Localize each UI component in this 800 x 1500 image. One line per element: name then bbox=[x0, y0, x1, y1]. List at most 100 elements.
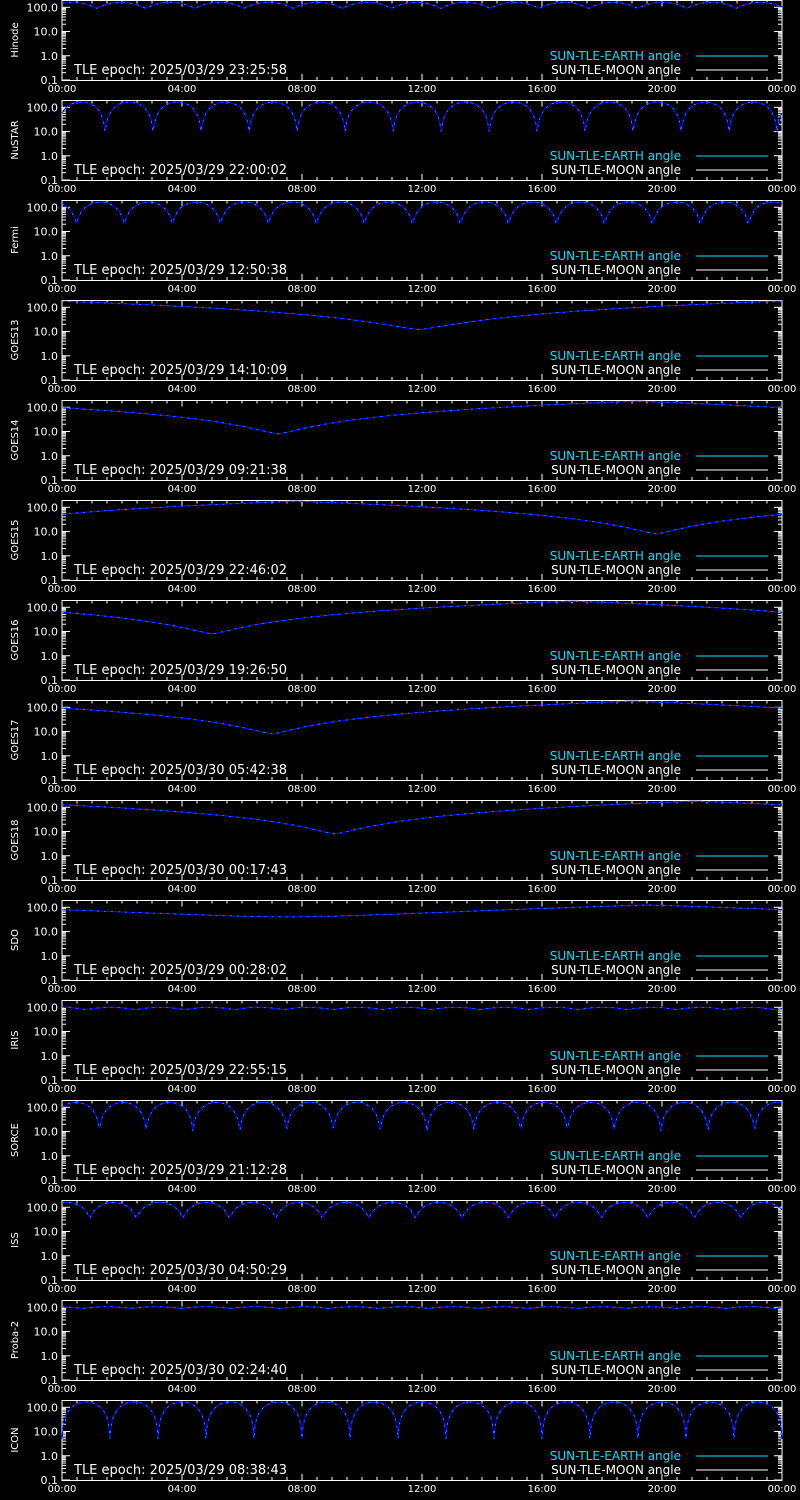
tle-epoch-label: TLE epoch: 2025/03/29 12:50:38 bbox=[73, 263, 287, 278]
x-tick-label: 00:00 bbox=[768, 884, 797, 895]
y-tick-label: 0.1 bbox=[41, 1374, 59, 1387]
x-tick-label: 08:00 bbox=[288, 984, 317, 995]
y-tick-label: 1.0 bbox=[41, 1150, 59, 1163]
satellite-label: GOES13 bbox=[10, 319, 21, 360]
y-tick-label: 0.1 bbox=[41, 274, 59, 287]
y-tick-label: 100.0 bbox=[27, 501, 59, 514]
x-tick-label: 00:00 bbox=[768, 784, 797, 795]
y-tick-label: 0.1 bbox=[41, 474, 59, 487]
legend-earth-label: SUN-TLE-EARTH angle bbox=[550, 1149, 681, 1163]
x-tick-label: 16:00 bbox=[528, 284, 557, 295]
x-tick-label: 08:00 bbox=[288, 1484, 317, 1495]
y-tick-label: 100.0 bbox=[27, 1001, 59, 1014]
legend-moon-label: SUN-TLE-MOON angle bbox=[551, 863, 681, 877]
x-tick-label: 00:00 bbox=[768, 684, 797, 695]
y-tick-label: 100.0 bbox=[27, 1201, 59, 1214]
y-tick-label: 1.0 bbox=[41, 1450, 59, 1463]
satellite-label: ICON bbox=[10, 1427, 21, 1452]
x-tick-label: 00:00 bbox=[48, 784, 77, 795]
x-tick-label: 04:00 bbox=[168, 284, 197, 295]
earth-angle-series-highlight bbox=[61, 201, 783, 224]
chart-panel-goes15: 0.1 1.0 10.0 100.0 00:00 04:00 08:00 12:00 16:00… bbox=[10, 500, 796, 595]
x-tick-label: 00:00 bbox=[48, 84, 77, 95]
y-tick-label: 100.0 bbox=[27, 1301, 59, 1314]
legend-earth-label: SUN-TLE-EARTH angle bbox=[550, 49, 681, 63]
legend-moon-label: SUN-TLE-MOON angle bbox=[551, 563, 681, 577]
legend-earth-label: SUN-TLE-EARTH angle bbox=[550, 549, 681, 563]
x-tick-label: 16:00 bbox=[528, 684, 557, 695]
earth-angle-series bbox=[61, 904, 782, 918]
y-tick-label: 1.0 bbox=[41, 950, 59, 963]
y-tick-label: 10.0 bbox=[34, 926, 59, 939]
x-tick-label: 12:00 bbox=[408, 384, 437, 395]
x-tick-label: 16:00 bbox=[528, 1084, 557, 1095]
x-tick-label: 04:00 bbox=[168, 1284, 197, 1295]
y-tick-label: 10.0 bbox=[34, 1326, 59, 1339]
y-tick-label: 0.1 bbox=[41, 1474, 59, 1487]
y-tick-label: 0.1 bbox=[41, 1274, 59, 1287]
earth-angle-series-highlight bbox=[62, 400, 783, 435]
x-tick-label: 04:00 bbox=[168, 884, 197, 895]
tle-epoch-label: TLE epoch: 2025/03/29 00:28:02 bbox=[73, 963, 287, 978]
x-tick-label: 16:00 bbox=[528, 884, 557, 895]
legend-moon-label: SUN-TLE-MOON angle bbox=[551, 463, 681, 477]
legend-moon-label: SUN-TLE-MOON angle bbox=[551, 1363, 681, 1377]
x-tick-label: 20:00 bbox=[648, 884, 677, 895]
y-tick-label: 1.0 bbox=[41, 1250, 59, 1263]
legend-earth-label: SUN-TLE-EARTH angle bbox=[550, 249, 681, 263]
satellite-label: GOES17 bbox=[10, 719, 21, 760]
x-tick-label: 20:00 bbox=[648, 384, 677, 395]
y-tick-label: 0.1 bbox=[41, 874, 59, 887]
x-tick-label: 16:00 bbox=[528, 1484, 557, 1495]
x-tick-label: 00:00 bbox=[48, 1084, 77, 1095]
x-tick-label: 04:00 bbox=[168, 1384, 197, 1395]
y-tick-label: 100.0 bbox=[27, 901, 59, 914]
x-tick-label: 04:00 bbox=[168, 484, 197, 495]
legend-earth-label: SUN-TLE-EARTH angle bbox=[550, 449, 681, 463]
x-tick-label: 12:00 bbox=[408, 1384, 437, 1395]
earth-angle-series bbox=[62, 1306, 783, 1310]
y-tick-label: 1.0 bbox=[41, 850, 59, 863]
legend-earth-label: SUN-TLE-EARTH angle bbox=[550, 1049, 681, 1063]
earth-angle-series-highlight bbox=[61, 1, 783, 9]
x-tick-label: 12:00 bbox=[408, 84, 437, 95]
earth-angle-series-highlight bbox=[61, 1101, 783, 1132]
x-tick-label: 20:00 bbox=[648, 1284, 677, 1295]
x-tick-label: 12:00 bbox=[408, 584, 437, 595]
x-tick-label: 20:00 bbox=[648, 84, 677, 95]
satellite-label: SDO bbox=[10, 929, 21, 951]
x-tick-label: 00:00 bbox=[48, 584, 77, 595]
x-tick-label: 12:00 bbox=[408, 1484, 437, 1495]
tle-epoch-label: TLE epoch: 2025/03/30 04:50:29 bbox=[73, 1263, 287, 1278]
x-tick-label: 20:00 bbox=[648, 184, 677, 195]
y-tick-label: 0.1 bbox=[41, 974, 59, 987]
x-tick-label: 04:00 bbox=[168, 784, 197, 795]
x-tick-label: 12:00 bbox=[408, 684, 437, 695]
x-tick-label: 20:00 bbox=[648, 1184, 677, 1195]
x-tick-label: 08:00 bbox=[288, 684, 317, 695]
x-tick-label: 00:00 bbox=[48, 884, 77, 895]
x-tick-label: 08:00 bbox=[288, 1384, 317, 1395]
tle-epoch-label: TLE epoch: 2025/03/29 21:12:28 bbox=[73, 1163, 287, 1178]
legend-moon-label: SUN-TLE-MOON angle bbox=[551, 1063, 681, 1077]
legend-moon-label: SUN-TLE-MOON angle bbox=[551, 163, 681, 177]
x-tick-label: 12:00 bbox=[408, 884, 437, 895]
y-tick-label: 100.0 bbox=[27, 201, 59, 214]
y-tick-label: 10.0 bbox=[34, 426, 59, 439]
chart-panel-icon: 0.1 1.0 10.0 100.0 00:00 04:00 08:00 12:00 16:00… bbox=[10, 1400, 797, 1495]
y-tick-label: 10.0 bbox=[34, 826, 59, 839]
x-tick-label: 16:00 bbox=[528, 1284, 557, 1295]
satellite-label: IRIS bbox=[10, 1030, 21, 1049]
y-tick-label: 10.0 bbox=[34, 1126, 59, 1139]
x-tick-label: 20:00 bbox=[648, 584, 677, 595]
legend-earth-label: SUN-TLE-EARTH angle bbox=[550, 749, 681, 763]
earth-angle-series bbox=[62, 1006, 783, 1011]
x-tick-label: 04:00 bbox=[168, 1084, 197, 1095]
tle-epoch-label: TLE epoch: 2025/03/29 22:00:02 bbox=[73, 163, 287, 178]
earth-angle-series-highlight bbox=[61, 500, 783, 535]
x-tick-label: 00:00 bbox=[768, 484, 797, 495]
chart-panel-goes14: 0.1 1.0 10.0 100.0 00:00 04:00 08:00 12:00 16:00… bbox=[10, 400, 797, 495]
x-tick-label: 00:00 bbox=[768, 1484, 797, 1495]
x-tick-label: 20:00 bbox=[648, 784, 677, 795]
x-tick-label: 20:00 bbox=[648, 1484, 677, 1495]
